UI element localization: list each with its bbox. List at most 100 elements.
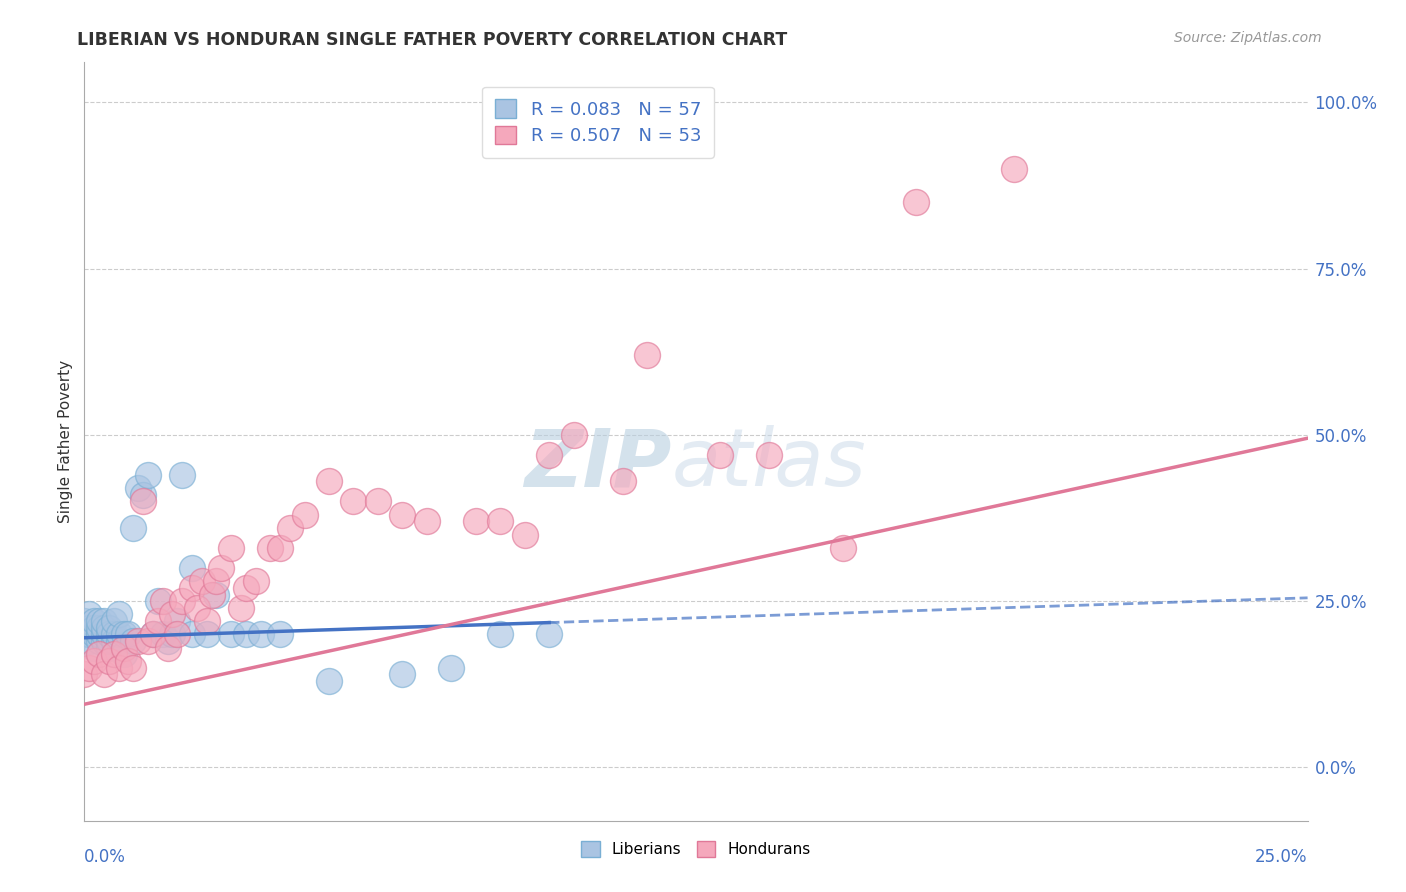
Point [195, 614, 218, 628]
Point [77, 607, 100, 622]
Point [112, 640, 135, 655]
Point [112, 627, 135, 641]
Point [229, 600, 252, 615]
Point [136, 634, 159, 648]
Point [73, 614, 96, 628]
Point [440, 661, 463, 675]
Point [294, 508, 316, 522]
Point [209, 561, 232, 575]
Point [146, 594, 169, 608]
Point [162, 627, 184, 641]
Point [156, 640, 179, 655]
Point [87, 621, 110, 635]
Point [219, 541, 242, 555]
Point [249, 627, 271, 641]
Point [103, 634, 125, 648]
Point [122, 634, 145, 648]
Point [103, 648, 125, 662]
Legend: Liberians, Hondurans: Liberians, Hondurans [572, 831, 820, 866]
Point [97, 627, 120, 641]
Point [93, 627, 115, 641]
Text: 0.0%: 0.0% [84, 848, 127, 866]
Point [259, 541, 281, 555]
Point [181, 627, 204, 641]
Point [367, 494, 389, 508]
Point [186, 600, 208, 615]
Y-axis label: Single Father Poverty: Single Father Poverty [58, 360, 73, 523]
Point [219, 627, 242, 641]
Point [513, 527, 536, 541]
Point [172, 467, 194, 482]
Point [172, 594, 194, 608]
Point [93, 667, 115, 681]
Point [278, 521, 301, 535]
Point [181, 581, 204, 595]
Point [538, 627, 561, 641]
Point [97, 640, 120, 655]
Point [117, 627, 139, 641]
Point [489, 514, 512, 528]
Point [152, 594, 174, 608]
Point [77, 661, 100, 675]
Point [191, 574, 214, 589]
Point [416, 514, 439, 528]
Point [166, 627, 188, 641]
Text: atlas: atlas [672, 425, 866, 503]
Point [162, 607, 184, 622]
Point [235, 581, 257, 595]
Point [489, 627, 512, 641]
Point [269, 627, 291, 641]
Point [132, 488, 155, 502]
Point [562, 428, 585, 442]
Point [107, 661, 129, 675]
Point [77, 634, 100, 648]
Point [93, 621, 115, 635]
Point [112, 648, 135, 662]
Point [709, 448, 731, 462]
Point [83, 640, 105, 655]
Point [391, 667, 413, 681]
Point [905, 195, 928, 210]
Point [83, 621, 105, 635]
Point [93, 614, 115, 628]
Point [107, 627, 129, 641]
Point [612, 475, 634, 489]
Point [77, 627, 100, 641]
Point [152, 627, 174, 641]
Point [87, 648, 110, 662]
Point [156, 634, 179, 648]
Point [142, 627, 165, 641]
Point [87, 627, 110, 641]
Point [1002, 161, 1025, 176]
Point [235, 627, 257, 641]
Point [73, 627, 96, 641]
Point [342, 494, 364, 508]
Point [93, 634, 115, 648]
Point [195, 627, 218, 641]
Text: LIBERIAN VS HONDURAN SINGLE FATHER POVERTY CORRELATION CHART: LIBERIAN VS HONDURAN SINGLE FATHER POVER… [77, 31, 787, 49]
Point [132, 494, 155, 508]
Point [318, 475, 340, 489]
Point [538, 448, 561, 462]
Point [636, 348, 658, 362]
Text: Source: ZipAtlas.com: Source: ZipAtlas.com [1174, 31, 1322, 45]
Point [117, 654, 139, 668]
Point [464, 514, 486, 528]
Point [831, 541, 853, 555]
Point [103, 614, 125, 628]
Point [146, 614, 169, 628]
Point [245, 574, 267, 589]
Point [73, 667, 96, 681]
Text: ZIP: ZIP [524, 425, 672, 503]
Point [87, 627, 110, 641]
Point [200, 587, 222, 601]
Point [142, 627, 165, 641]
Point [391, 508, 413, 522]
Point [136, 467, 159, 482]
Point [181, 561, 204, 575]
Point [107, 634, 129, 648]
Text: 25.0%: 25.0% [1256, 848, 1308, 866]
Point [269, 541, 291, 555]
Point [122, 661, 145, 675]
Point [127, 481, 149, 495]
